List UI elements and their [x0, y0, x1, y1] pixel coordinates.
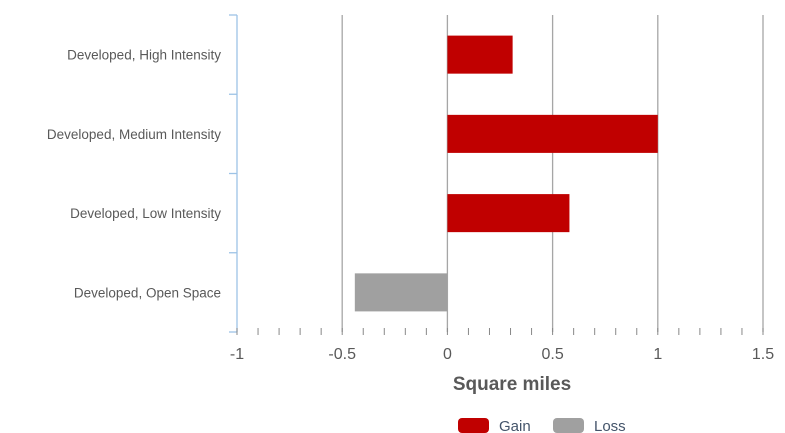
x-tick-label-5: 1.5 [752, 346, 774, 363]
x-tick-label-0: -1 [230, 346, 244, 363]
legend-label-gain: Gain [499, 418, 531, 433]
category-label-3: Developed, Open Space [74, 285, 221, 300]
bar-1 [447, 114, 658, 153]
category-axis [229, 14, 764, 335]
x-tick-labels: -1 -0.5 0 0.5 1 1.5 [230, 346, 774, 363]
legend-swatch-gain [458, 418, 489, 433]
legend: Gain Loss [458, 418, 626, 433]
category-label-0: Developed, High Intensity [67, 48, 221, 63]
bar-2 [447, 194, 570, 233]
x-axis-title: Square miles [453, 374, 571, 395]
legend-swatch-loss [553, 418, 584, 433]
category-labels: Developed, High Intensity Developed, Medi… [47, 48, 221, 301]
bar-3 [354, 273, 448, 312]
x-tick-label-3: 0.5 [541, 346, 563, 363]
bar-0 [447, 35, 513, 74]
x-tick-label-2: 0 [443, 346, 452, 363]
legend-label-loss: Loss [594, 418, 626, 433]
bars [354, 35, 658, 312]
category-label-2: Developed, Low Intensity [70, 206, 221, 221]
x-tick-label-4: 1 [653, 346, 662, 363]
category-label-1: Developed, Medium Intensity [47, 127, 221, 142]
x-tick-label-1: -0.5 [328, 346, 356, 363]
